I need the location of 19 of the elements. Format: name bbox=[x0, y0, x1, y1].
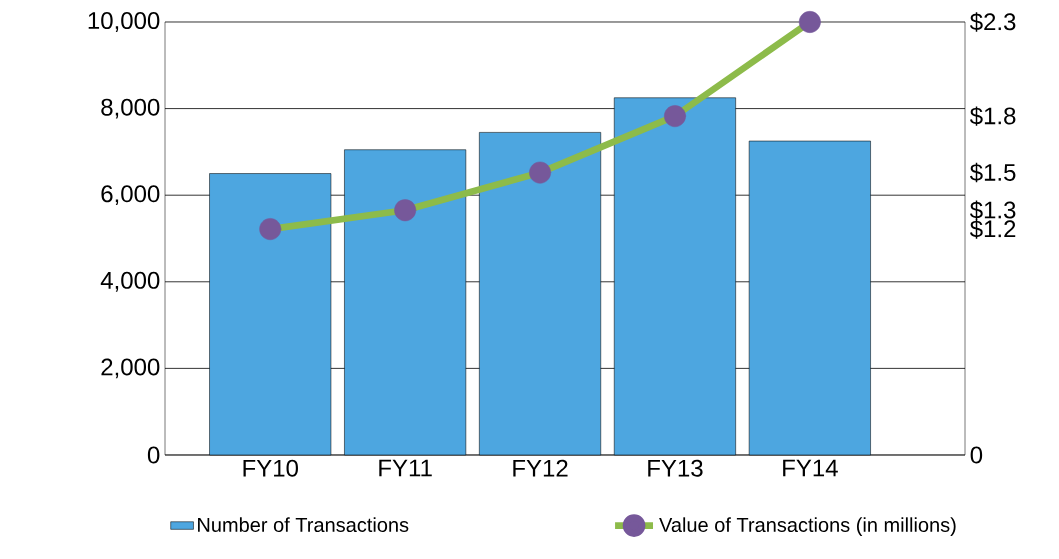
y2-tick-label: $1.3 bbox=[969, 200, 1016, 220]
y2-tick-label: $1.2 bbox=[969, 219, 1016, 239]
legend-label: Value of Transactions (in millions) bbox=[659, 517, 956, 536]
y-tick-label: 10,000 bbox=[88, 12, 160, 32]
x-tick-label: FY13 bbox=[648, 459, 703, 477]
y-tick-label: 8,000 bbox=[101, 98, 160, 119]
y2-tick-label: $2.3 bbox=[969, 12, 1016, 32]
x-tick-label: FY14 bbox=[783, 459, 838, 477]
y2-tick-label: $1.5 bbox=[969, 162, 1016, 183]
x-tick-label: FY11 bbox=[379, 459, 432, 477]
y2-tick-label: $1.8 bbox=[969, 106, 1016, 126]
legend-label: Number of Transactions bbox=[198, 517, 409, 532]
y-tick-label: 4,000 bbox=[100, 271, 160, 292]
y2-tick-label: 0 bbox=[970, 446, 983, 464]
x-tick-label: FY10 bbox=[243, 459, 298, 477]
y-tick-label: 6,000 bbox=[101, 185, 160, 206]
y-tick-label: 0 bbox=[147, 446, 160, 464]
x-tick-label: FY12 bbox=[513, 459, 568, 477]
y-tick-label: 2,000 bbox=[101, 358, 160, 379]
